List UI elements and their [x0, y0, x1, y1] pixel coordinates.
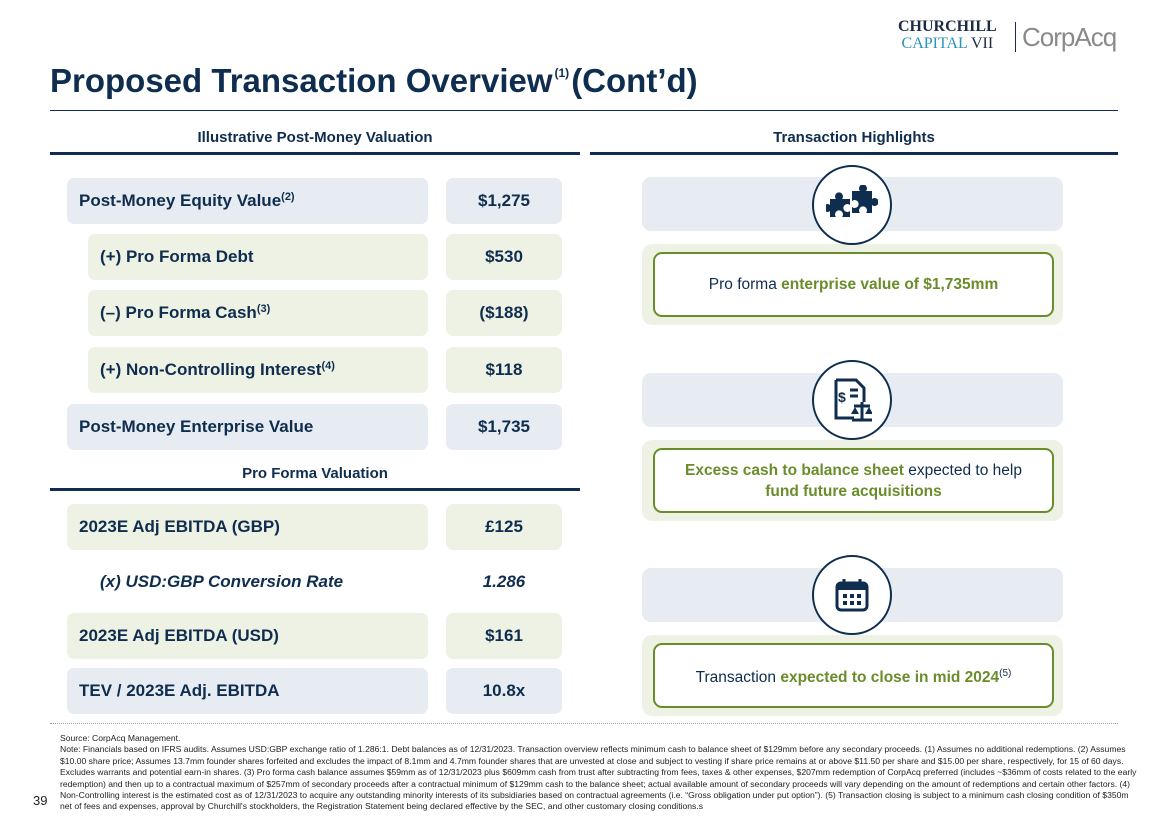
footnotes: Source: CorpAcq Management. Note: Financ… [60, 733, 1140, 813]
row-value-ebitda-usd: $161 [446, 613, 562, 659]
right-section-header: Transaction Highlights [773, 129, 935, 146]
row-label-equity-value: Post-Money Equity Value (2) [67, 178, 428, 224]
row-value-ebitda-gbp: £125 [446, 504, 562, 550]
row-value-nci: $118 [446, 347, 562, 393]
footnote-text: Note: Financials based on IFRS audits. A… [60, 744, 1137, 812]
row-label-enterprise-value: Post-Money Enterprise Value [67, 404, 428, 450]
title-rule [50, 110, 1118, 111]
pro-forma-header: Pro Forma Valuation [242, 465, 388, 482]
row-value-conversion: 1.286 [482, 572, 526, 591]
highlight-3-text: Transaction expected to close in mid 202… [653, 643, 1054, 708]
logo-line1: CHURCHILL [898, 18, 997, 35]
logo: CHURCHILL CAPITAL VII [898, 18, 997, 52]
footer-divider [50, 723, 1118, 724]
highlight-2-text: Excess cash to balance sheet expected to… [653, 448, 1054, 513]
document-scale-icon: $ [812, 360, 892, 440]
calendar-icon [812, 555, 892, 635]
row-value-debt: $530 [446, 234, 562, 280]
row-value-equity-value: $1,275 [446, 178, 562, 224]
pro-forma-rule [50, 488, 580, 491]
logo-divider [1015, 22, 1016, 52]
row-label-nci: (+) Non-Controlling Interest (4) [88, 347, 428, 393]
left-section-header: Illustrative Post-Money Valuation [197, 129, 433, 146]
left-header-rule [50, 152, 580, 155]
logo-capital: CAPITAL [901, 35, 968, 52]
page-title: Proposed Transaction Overview (1)(Cont’d) [50, 62, 698, 99]
source-note: Source: CorpAcq Management. [60, 733, 181, 743]
highlight-1-text: Pro forma enterprise value of $1,735mm [653, 252, 1054, 317]
row-label-ebitda-gbp: 2023E Adj EBITDA (GBP) [67, 504, 428, 550]
right-header-rule [590, 152, 1118, 155]
svg-text:$: $ [838, 389, 846, 405]
row-value-enterprise-value: $1,735 [446, 404, 562, 450]
page-number: 39 [33, 793, 48, 808]
row-label-tev-multiple: TEV / 2023E Adj. EBITDA [67, 668, 428, 714]
row-label-ebitda-usd: 2023E Adj EBITDA (USD) [67, 613, 428, 659]
row-label-cash: (–) Pro Forma Cash (3) [88, 290, 428, 336]
row-value-cash: ($188) [446, 290, 562, 336]
logo-vii: VII [970, 35, 994, 52]
puzzle-icon [812, 165, 892, 245]
row-label-debt: (+) Pro Forma Debt [88, 234, 428, 280]
corpacq-logo: CorpAcq [1022, 22, 1117, 52]
row-label-conversion: (x) USD:GBP Conversion Rate [100, 572, 344, 591]
row-value-tev-multiple: 10.8x [446, 668, 562, 714]
